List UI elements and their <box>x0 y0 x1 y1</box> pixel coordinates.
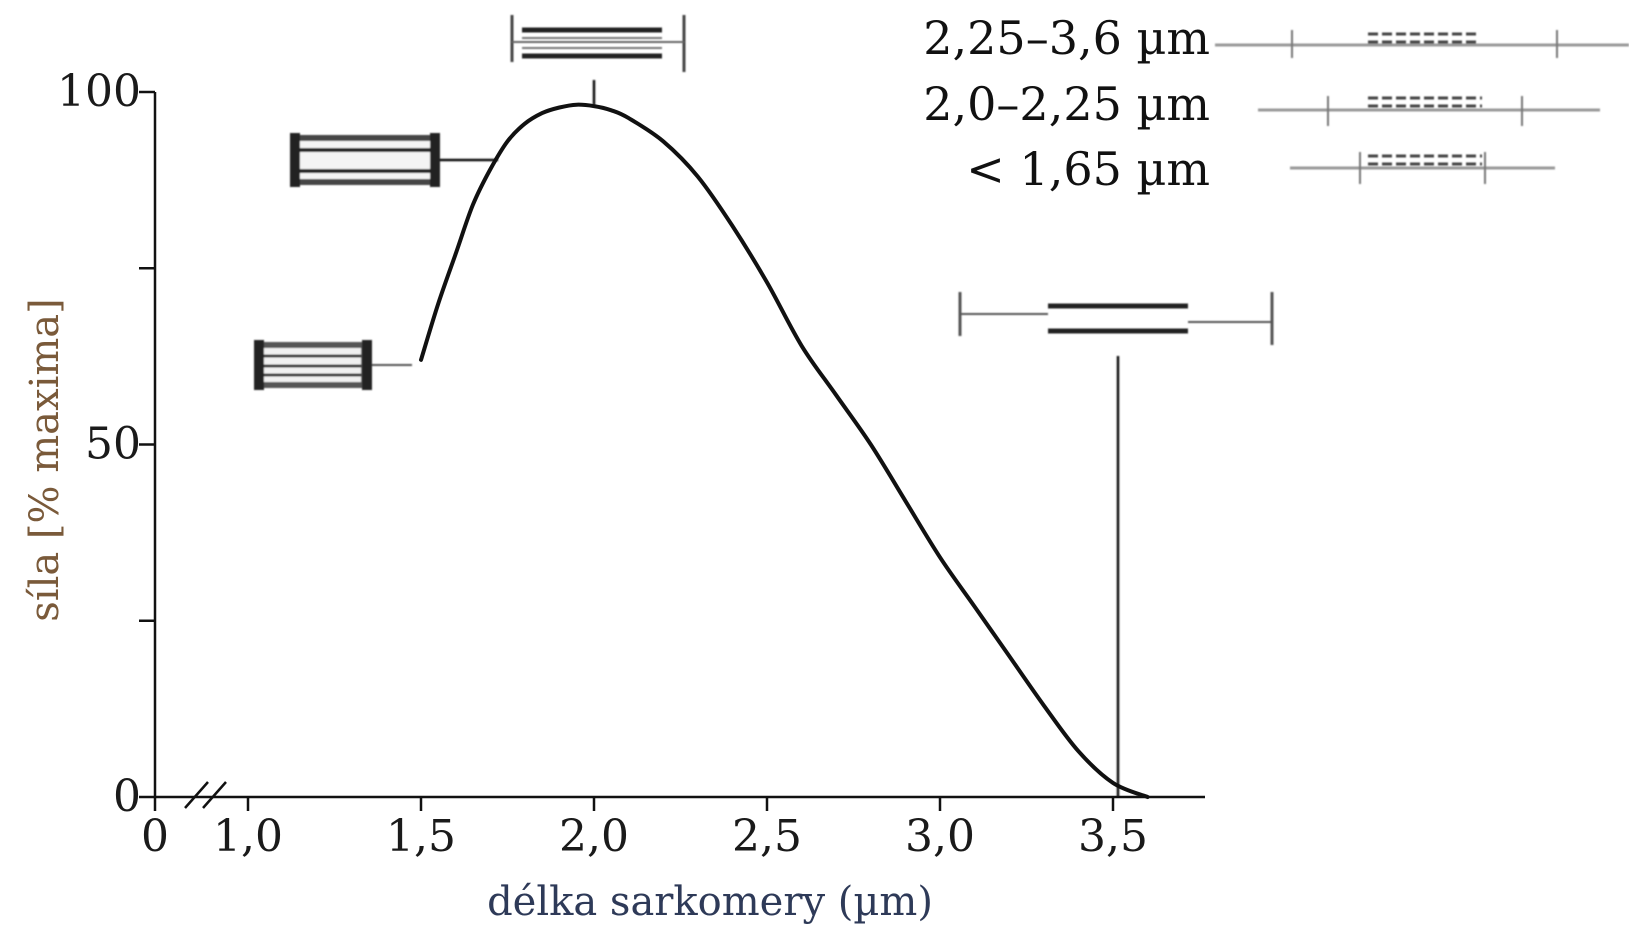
y-tick-label: 0 <box>113 771 141 822</box>
x-tick-label: 3,5 <box>1078 811 1148 862</box>
x-tick-label: 1,5 <box>386 811 456 862</box>
x-ticks <box>153 797 1115 811</box>
y-axis-title: síla [% maxima] <box>22 298 68 622</box>
sarcomere-illustration-stretched <box>958 292 1274 797</box>
x-tick-labels: 0 1,0 1,5 2,0 2,5 3,0 3,5 <box>141 811 1148 862</box>
legend-sarcomere-icon-3 <box>1290 152 1555 184</box>
force-length-curve <box>419 102 1150 799</box>
sarcomere-illustration-short <box>254 340 412 390</box>
x-tick-label: 2,0 <box>559 811 629 862</box>
y-tick-label: 50 <box>85 419 141 470</box>
x-tick-label: 0 <box>141 811 169 862</box>
x-tick-label: 3,0 <box>905 811 975 862</box>
y-tick-label: 100 <box>57 66 141 117</box>
legend-label-1: 2,25–3,6 µm <box>923 11 1210 65</box>
x-tick-label: 2,5 <box>732 811 802 862</box>
axes <box>153 92 1205 809</box>
legend: 2,25–3,6 µm 2,0–2,25 µm < 1,65 µm <box>923 11 1629 196</box>
legend-label-2: 2,0–2,25 µm <box>923 77 1210 131</box>
legend-entry-2: 2,0–2,25 µm <box>923 77 1600 131</box>
legend-sarcomere-icon-2 <box>1258 96 1600 126</box>
x-axis-title: délka sarkomery (µm) <box>487 879 933 925</box>
x-tick-label: 1,0 <box>213 811 283 862</box>
sarcomere-illustration-optimal <box>510 15 686 105</box>
y-tick-labels: 0 50 100 <box>57 66 141 822</box>
axis-break-marks <box>184 781 227 809</box>
y-ticks <box>139 90 155 799</box>
legend-sarcomere-icon-1 <box>1215 30 1629 58</box>
legend-entry-3: < 1,65 µm <box>966 142 1555 196</box>
legend-entry-1: 2,25–3,6 µm <box>923 11 1629 65</box>
legend-label-3: < 1,65 µm <box>966 142 1210 196</box>
sarcomere-illustration-plateau-left <box>290 133 498 187</box>
